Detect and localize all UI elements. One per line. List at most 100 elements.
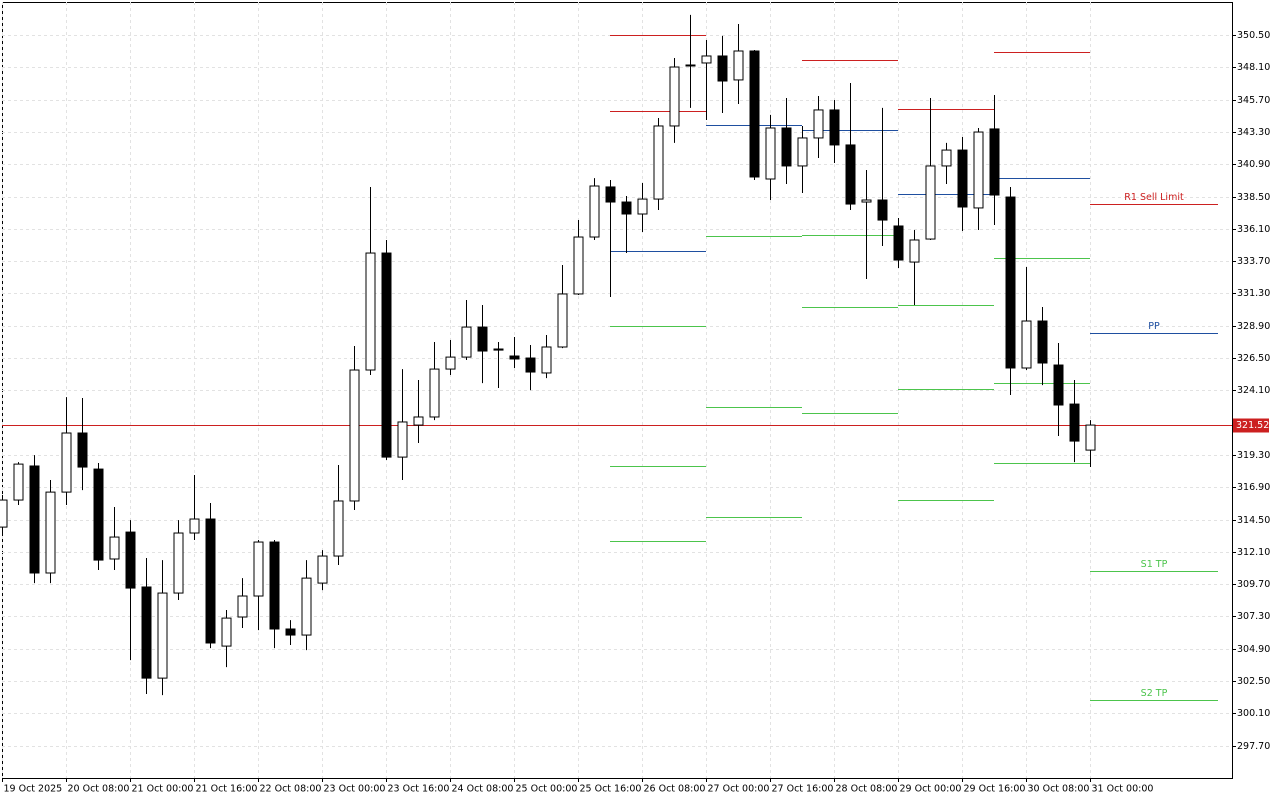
candle-body: [141, 586, 152, 679]
candle-body: [189, 518, 200, 534]
y-tick-label: 300.10: [1237, 708, 1270, 719]
y-tick-label: 324.10: [1237, 385, 1270, 396]
candle-body: [301, 577, 312, 636]
candle-body: [733, 50, 744, 81]
x-tick-label: 21 Oct 16:00: [196, 784, 258, 795]
y-tick-label: 316.90: [1237, 482, 1270, 493]
candle-body: [957, 149, 968, 208]
x-tick-label: 25 Oct 00:00: [516, 784, 578, 795]
x-tick-label: 28 Oct 08:00: [836, 784, 898, 795]
x-tick-label: 31 Oct 00:00: [1092, 784, 1154, 795]
candle-body: [0, 499, 8, 528]
candle-body: [829, 109, 840, 146]
candle-body: [541, 346, 552, 374]
candle-body: [557, 293, 568, 348]
x-tick-label: 30 Oct 08:00: [1028, 784, 1090, 795]
x-tick-label: 20 Oct 08:00: [68, 784, 130, 795]
x-tick-label: 19 Oct 2025: [4, 784, 63, 795]
candle-body: [429, 368, 440, 418]
candle-body: [717, 55, 728, 82]
y-tick-label: 350.50: [1237, 30, 1270, 41]
y-tick-label: 331.30: [1237, 288, 1270, 299]
candle-body: [317, 555, 328, 584]
x-tick-label: 27 Oct 00:00: [708, 784, 770, 795]
candle-body: [525, 357, 536, 373]
y-tick-label: 333.70: [1237, 256, 1270, 267]
candle-body: [29, 465, 40, 574]
x-tick-label: 25 Oct 16:00: [580, 784, 642, 795]
candle-body: [637, 198, 648, 215]
y-tick-label: 314.50: [1237, 515, 1270, 526]
candle-body: [1021, 320, 1032, 369]
candle-body: [509, 355, 520, 360]
candle-body: [237, 595, 248, 618]
candle-body: [349, 369, 360, 502]
x-tick-label: 29 Oct 00:00: [900, 784, 962, 795]
candle-body: [973, 131, 984, 209]
candle-body: [909, 239, 920, 263]
candle-body: [13, 463, 24, 501]
x-tick-label: 26 Oct 08:00: [644, 784, 706, 795]
x-tick-label: 22 Oct 08:00: [260, 784, 322, 795]
candle-body: [925, 165, 936, 240]
candle-body: [333, 500, 344, 557]
y-tick-label: 326.50: [1237, 353, 1270, 364]
price-label-box: [1233, 418, 1269, 433]
y-tick-label: 319.30: [1237, 450, 1270, 461]
x-tick-label: 23 Oct 16:00: [388, 784, 450, 795]
candle-body: [1069, 403, 1080, 442]
candle-body: [669, 66, 680, 127]
y-tick-label: 312.10: [1237, 547, 1270, 558]
y-tick-label: 343.30: [1237, 127, 1270, 138]
candle-body: [589, 185, 600, 238]
candle-body: [285, 628, 296, 636]
candle-body: [989, 128, 1000, 196]
candle-body: [61, 432, 72, 493]
candle-body: [653, 125, 664, 200]
candle-body: [1053, 364, 1064, 406]
y-tick-label: 340.90: [1237, 159, 1270, 170]
candle-body: [413, 416, 424, 426]
candle-body: [93, 468, 104, 561]
candle-body: [765, 127, 776, 180]
candle-body: [893, 225, 904, 261]
candle-body: [1085, 424, 1096, 451]
candle-body: [269, 541, 280, 630]
candle-body: [253, 541, 264, 597]
y-tick-label: 302.50: [1237, 676, 1270, 687]
y-tick-label: 328.90: [1237, 321, 1270, 332]
y-tick-label: 297.70: [1237, 741, 1270, 752]
candle-body: [381, 252, 392, 458]
x-tick-label: 23 Oct 00:00: [324, 784, 386, 795]
candle-body: [157, 592, 168, 679]
candle-body: [845, 144, 856, 205]
y-tick-label: 348.10: [1237, 62, 1270, 73]
candle-body: [685, 64, 696, 67]
candle-body: [797, 137, 808, 167]
candle-body: [477, 326, 488, 352]
price-label: 321.52: [1236, 420, 1269, 431]
candle-body: [109, 536, 120, 560]
x-tick-label: 29 Oct 16:00: [964, 784, 1026, 795]
candle-body: [621, 201, 632, 215]
candle-body: [205, 518, 216, 644]
y-tick-label: 336.10: [1237, 224, 1270, 235]
candle-body: [45, 491, 56, 574]
candle-body: [605, 186, 616, 203]
candle-body: [573, 236, 584, 295]
pivot-label: S1 TP: [1141, 559, 1168, 570]
y-tick-label: 304.90: [1237, 644, 1270, 655]
candle-body: [397, 421, 408, 458]
candle-body: [781, 127, 792, 167]
candle-body: [861, 199, 872, 203]
y-tick-label: 309.70: [1237, 579, 1270, 590]
pivot-label: S2 TP: [1141, 688, 1168, 699]
candle-body: [941, 149, 952, 167]
candle-body: [1005, 196, 1016, 369]
candle-body: [173, 532, 184, 594]
x-tick-label: 24 Oct 08:00: [452, 784, 514, 795]
candle-body: [749, 50, 760, 178]
pivot-label: R1 Sell Limit: [1124, 192, 1184, 203]
candle-body: [701, 55, 712, 64]
